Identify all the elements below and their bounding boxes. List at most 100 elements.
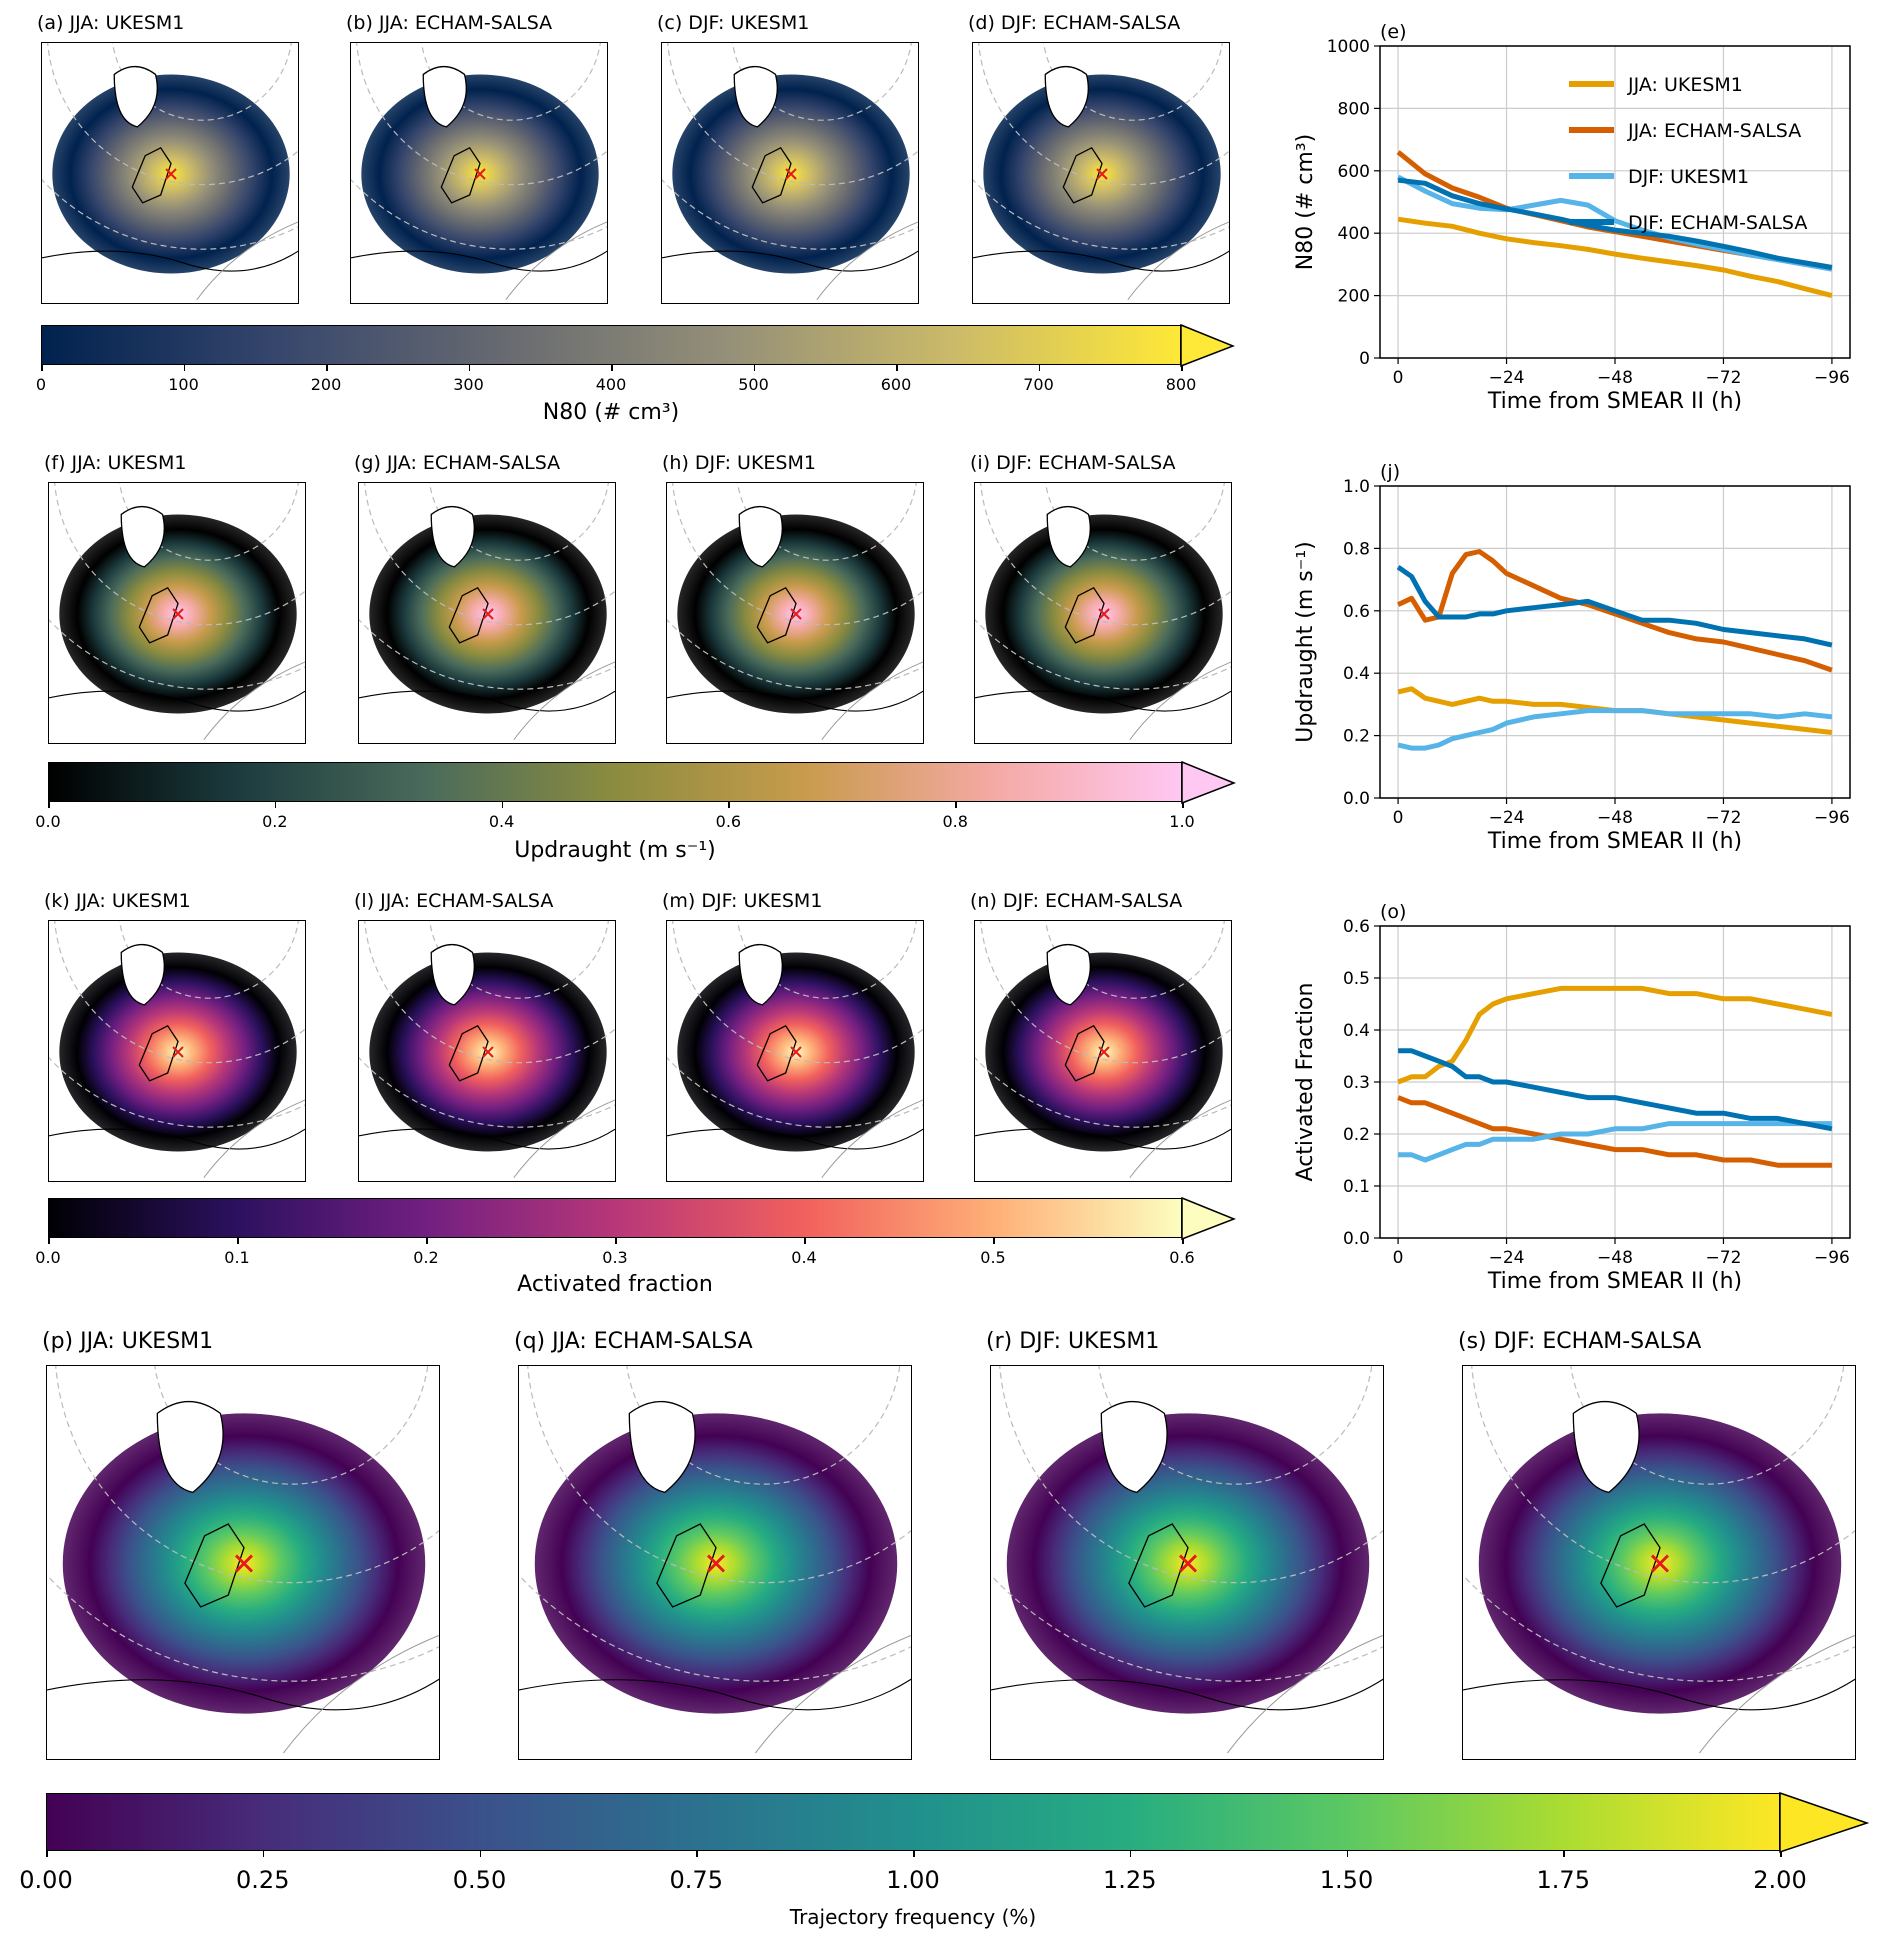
y-tick-label: 0.8 xyxy=(1343,539,1370,559)
y-axis-label: Updraught (m s⁻¹) xyxy=(1293,541,1318,743)
scandinavia-outline xyxy=(138,586,179,644)
map-drawing xyxy=(42,43,298,301)
colorbar-tick-label: 0.6 xyxy=(1169,1248,1195,1267)
colorbar-tick-label: 0.6 xyxy=(715,812,742,831)
colorbar-gradient xyxy=(48,762,1182,802)
colorbar-tick-mark xyxy=(1780,1851,1782,1857)
scandinavia-outline xyxy=(448,586,489,644)
greenland-outline xyxy=(120,505,165,568)
colorbar-tick-label: 0.8 xyxy=(942,812,968,831)
border-line xyxy=(821,661,923,741)
graticule-line xyxy=(356,43,607,186)
map-panel xyxy=(358,482,616,744)
colorbar-label: Trajectory frequency (%) xyxy=(789,1905,1037,1929)
colorbar-tick-label: 600 xyxy=(880,375,912,394)
map-panel-title: (r) DJF: UKESM1 xyxy=(986,1329,1160,1354)
series-line xyxy=(1396,174,1833,272)
map-panel-title: (b) JJA: ECHAM-SALSA xyxy=(346,12,553,34)
x-tick-label: −72 xyxy=(1706,368,1742,388)
x-tick-label: −48 xyxy=(1597,368,1633,388)
scandinavia-outline xyxy=(751,146,792,204)
border-line xyxy=(203,661,305,741)
graticule-line xyxy=(667,618,923,690)
graticule-line xyxy=(980,921,1231,1064)
y-tick-label: 1000 xyxy=(1327,37,1370,57)
y-tick-label: 800 xyxy=(1338,99,1370,119)
y-axis-label: N80 (# cm³) xyxy=(1293,134,1318,270)
coastline xyxy=(47,1678,439,1711)
colorbar-label: N80 (# cm³) xyxy=(542,400,680,425)
smear-ii-marker xyxy=(1178,1554,1198,1573)
series-line xyxy=(1397,708,1833,751)
colorbar-tick-mark xyxy=(183,365,185,371)
coastline xyxy=(42,250,298,272)
colorbar-tick-mark xyxy=(1129,1851,1132,1857)
graticule-line xyxy=(662,178,918,250)
map-drawing xyxy=(519,1366,911,1754)
greenland-outline xyxy=(113,65,158,128)
colorbar-tick-mark xyxy=(274,802,277,808)
y-tick-label: 600 xyxy=(1338,162,1370,182)
coastline xyxy=(359,690,615,712)
legend-entry: DJF: UKESM1 xyxy=(1628,166,1749,188)
smear-ii-marker xyxy=(1096,168,1108,180)
graticule-line xyxy=(429,921,609,999)
scandinavia-outline xyxy=(756,586,797,644)
x-tick-label: −48 xyxy=(1597,808,1633,828)
colorbar-gradient xyxy=(48,1198,1182,1238)
graticule-line xyxy=(119,921,299,999)
graticule-line xyxy=(667,1056,923,1128)
border-line xyxy=(203,1099,305,1179)
smear-ii-marker xyxy=(1650,1554,1670,1573)
legend-entry: JJA: UKESM1 xyxy=(1627,74,1743,96)
map-panel-title: (q) JJA: ECHAM-SALSA xyxy=(514,1329,753,1354)
graticule-line xyxy=(359,1056,615,1128)
border-line xyxy=(754,1634,911,1754)
graticule-line xyxy=(1463,1574,1855,1682)
colorbar-tick-mark xyxy=(1182,1238,1184,1244)
colorbar-tick-mark xyxy=(468,365,470,371)
series-line xyxy=(1396,565,1833,648)
x-tick-label: 0 xyxy=(1393,808,1404,828)
colorbar-tick-label: 200 xyxy=(310,375,342,394)
map-drawing xyxy=(49,921,305,1179)
plot-frame xyxy=(1379,485,1851,799)
map-panel-title: (i) DJF: ECHAM-SALSA xyxy=(970,452,1176,474)
y-tick-label: 0.6 xyxy=(1343,917,1370,937)
x-tick-label: −96 xyxy=(1814,368,1850,388)
colorbar-tick-mark xyxy=(1038,365,1040,371)
colorbar-tick-mark xyxy=(41,365,43,371)
plot-frame xyxy=(1379,45,1851,359)
greenland-outline xyxy=(156,1401,224,1494)
colorbar-tick-label: 0.2 xyxy=(262,812,288,831)
y-tick-label: 0.0 xyxy=(1343,789,1370,809)
graticule-line xyxy=(980,483,1231,626)
legend-entry: DJF: ECHAM-SALSA xyxy=(1628,212,1807,234)
series-line xyxy=(1398,1048,1833,1132)
colorbar-tick-mark xyxy=(804,1238,806,1244)
map-panel-title: (n) DJF: ECHAM-SALSA xyxy=(970,890,1183,912)
map-panel xyxy=(666,482,924,744)
greenland-outline xyxy=(422,65,467,128)
graticule-line xyxy=(47,1574,439,1682)
map-panel-title: (g) JJA: ECHAM-SALSA xyxy=(354,452,561,474)
scandinavia-outline xyxy=(1600,1523,1661,1608)
smear-ii-marker xyxy=(234,1554,254,1573)
series-line xyxy=(1397,549,1833,673)
colorbar-tick-label: 1.00 xyxy=(886,1866,940,1894)
greenland-outline xyxy=(1100,1401,1168,1494)
border-line xyxy=(513,1099,615,1179)
map-drawing xyxy=(47,1366,439,1754)
map-panel-title: (c) DJF: UKESM1 xyxy=(657,12,810,34)
x-tick-label: −24 xyxy=(1489,808,1525,828)
colorbar-tick-label: 2.00 xyxy=(1753,1866,1807,1894)
colorbar-tick-mark xyxy=(611,365,613,371)
map-drawing xyxy=(351,43,607,301)
greenland-outline xyxy=(738,943,783,1006)
smear-ii-marker xyxy=(706,1554,726,1573)
border-line xyxy=(1226,1634,1383,1754)
colorbar-tick-mark xyxy=(696,1851,698,1857)
border-line xyxy=(1129,1099,1231,1179)
smear-ii-marker xyxy=(790,1046,802,1058)
map-drawing xyxy=(1463,1366,1855,1754)
